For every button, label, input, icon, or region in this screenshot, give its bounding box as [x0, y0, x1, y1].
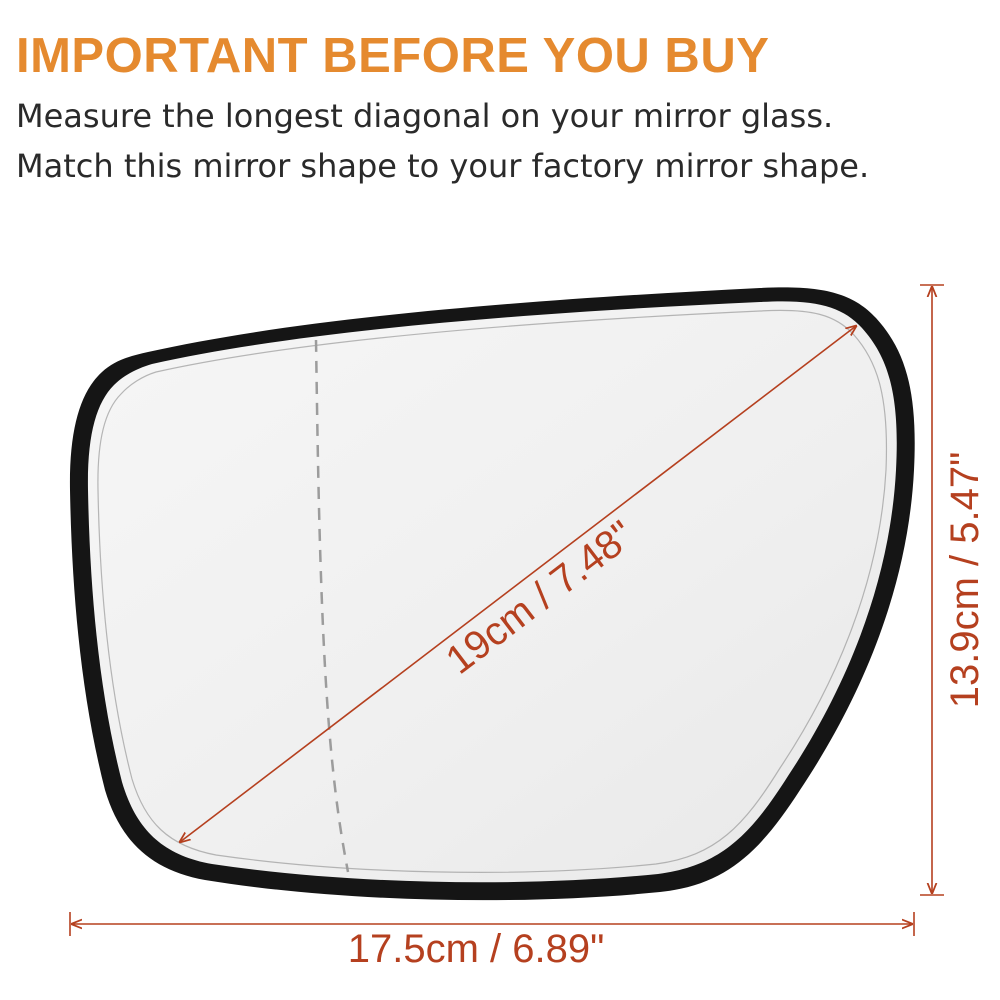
instruction-line-1: Measure the longest diagonal on your mir… — [16, 97, 834, 135]
headline: IMPORTANT BEFORE YOU BUY — [16, 29, 770, 83]
height-label: 13.9cm / 5.47" — [943, 452, 987, 709]
instruction-line-2: Match this mirror shape to your factory … — [16, 147, 870, 185]
mirror-inner-edge — [97, 309, 888, 873]
diagonal-dimension-line — [180, 326, 856, 842]
width-label: 17.5cm / 6.89" — [348, 927, 605, 971]
